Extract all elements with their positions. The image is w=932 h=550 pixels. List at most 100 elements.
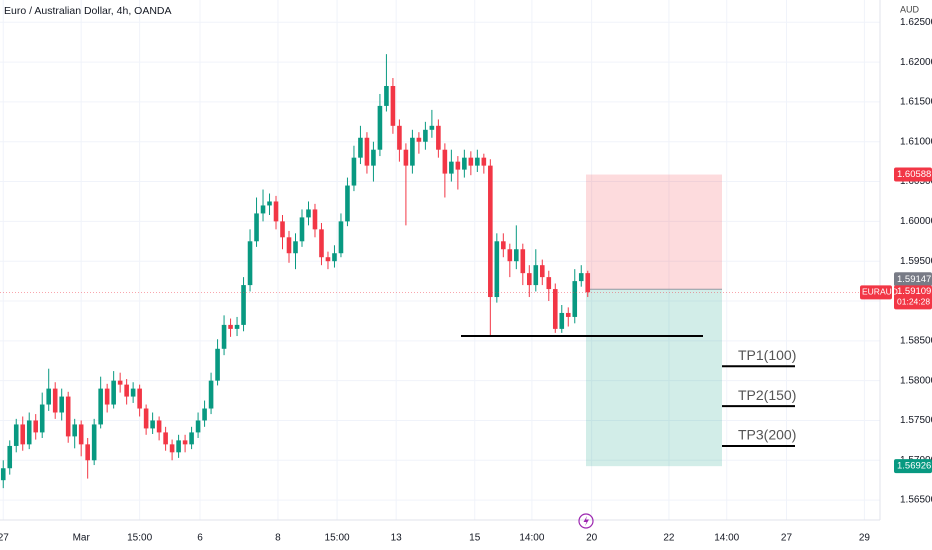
candle-body (241, 285, 246, 325)
countdown: 01:24:28 (897, 297, 930, 307)
candle-body (111, 380, 116, 405)
candle-body (501, 241, 506, 250)
x-tick-label: 15:00 (325, 533, 350, 544)
candle-body (462, 157, 467, 170)
candle-body (578, 273, 584, 282)
candle-body (423, 129, 428, 142)
candle-body (410, 137, 415, 166)
candle-body (332, 253, 337, 262)
candle-body (488, 165, 493, 298)
candle-body (455, 161, 461, 170)
candle-body (273, 201, 279, 222)
candle-body (98, 388, 103, 425)
symbol-box (860, 285, 892, 300)
y-tick-label: 1.57500 (900, 415, 932, 426)
candle-body (176, 440, 181, 453)
symbol-label: EURAUD (862, 287, 898, 297)
drawing-tools (586, 174, 722, 467)
candle-body (156, 420, 162, 433)
candle-body (475, 157, 480, 166)
x-tick-label: 14:00 (519, 533, 544, 544)
current-price-box (894, 285, 932, 310)
y-tick-label: 1.61000 (900, 136, 932, 147)
take-profit-label: TP3(200) (738, 427, 796, 443)
icon-circle[interactable] (578, 513, 594, 529)
candle-body (59, 396, 64, 413)
candle-body (280, 221, 285, 238)
candle-body (481, 157, 487, 166)
candle-body (384, 86, 389, 106)
candle-body (416, 137, 422, 142)
x-tick-label: 15:00 (127, 533, 152, 544)
candle-body (442, 149, 448, 174)
x-tick-label: Mar (73, 533, 91, 544)
candle-body (351, 157, 357, 186)
candle-body (130, 388, 136, 397)
x-tick-label: 29 (859, 533, 871, 544)
candle-body (494, 241, 500, 298)
candle-body (546, 277, 552, 290)
y-tick-label: 1.58000 (900, 375, 932, 386)
candle-body (150, 420, 155, 429)
price-label-box (894, 272, 932, 287)
take-profit-label: TP2(150) (738, 387, 796, 403)
candle-body (33, 420, 39, 433)
candle-body (429, 125, 435, 130)
candle-body (507, 249, 513, 262)
candle-body (449, 161, 454, 174)
icon-bolt[interactable] (583, 516, 590, 526)
candle-body (52, 388, 58, 413)
candle-body (377, 105, 383, 150)
candle-body (39, 404, 45, 433)
candle-body (585, 273, 591, 293)
candle-body (299, 217, 305, 242)
y-tick-label: 1.61500 (900, 97, 932, 108)
candle-body (533, 265, 539, 286)
candle-body (520, 249, 526, 274)
candle-body (195, 420, 201, 433)
candle-body (306, 209, 311, 218)
candle-body (325, 257, 331, 262)
currency: AUD (900, 4, 920, 14)
y-tick-label: 1.59500 (900, 256, 932, 267)
candle-body (559, 312, 565, 329)
candle-body (247, 241, 253, 286)
price-label: 1.59147 (897, 274, 931, 285)
x-tick-label: 13 (391, 533, 403, 544)
candle-body (104, 388, 110, 405)
candle-body (572, 281, 578, 317)
candle-body (169, 444, 175, 453)
candle-body (293, 241, 298, 254)
candle-body (117, 380, 123, 385)
x-tick-label: 14:00 (714, 533, 739, 544)
candle-body (338, 221, 344, 254)
x-tick-label: 27 (781, 533, 793, 544)
x-tick-label: 15 (469, 533, 481, 544)
candle-body (260, 205, 266, 214)
candle-body (254, 213, 259, 242)
candle-body (364, 137, 370, 166)
candle-body (20, 424, 26, 445)
chart-title: Euro / Australian Dollar, 4h, OANDA (4, 5, 172, 17)
candle-body (312, 209, 318, 230)
y-tick-label: 1.58500 (900, 335, 932, 346)
replay-icon[interactable] (578, 513, 594, 529)
candle-body (182, 440, 188, 445)
x-tick-label: 27 (0, 533, 9, 544)
candle-body (65, 396, 71, 437)
stop-zone (586, 174, 722, 290)
current-price: 1.59109 (897, 286, 931, 297)
candle-body (163, 432, 168, 445)
candle-body (234, 324, 240, 329)
candle-body (72, 424, 77, 437)
candle-body (403, 149, 409, 166)
candle-body (267, 201, 272, 206)
price-label-box (894, 459, 932, 474)
candle-body (371, 149, 376, 166)
candle-body (7, 445, 13, 469)
x-tick-label: 20 (586, 533, 598, 544)
candle-body (85, 444, 90, 461)
x-tick-label: 8 (275, 533, 281, 544)
